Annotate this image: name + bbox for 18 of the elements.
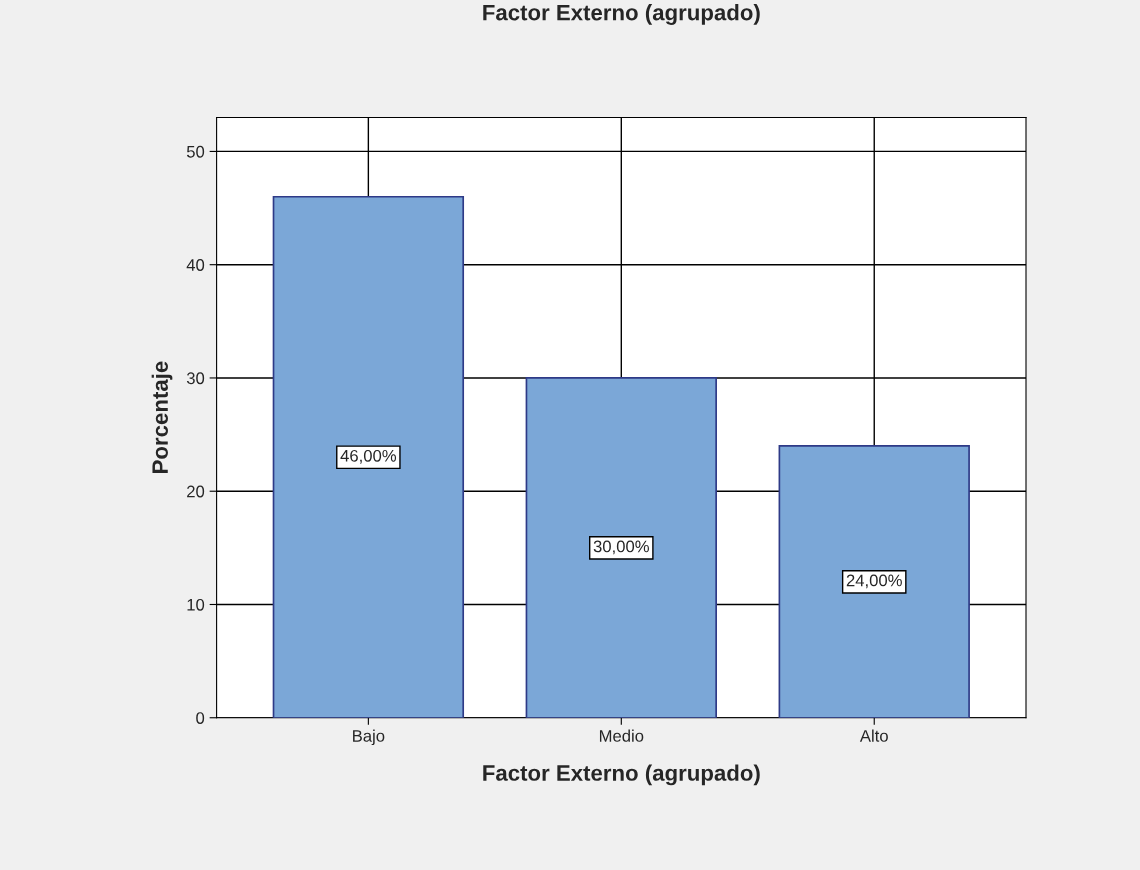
y-tick-label: 50 — [186, 145, 205, 158]
data-label: 24,00% — [846, 574, 902, 589]
y-tick-label: 0 — [196, 712, 205, 724]
data-label: 30,00% — [593, 540, 649, 555]
x-tick-label: Medio — [599, 729, 644, 742]
data-label: 46,00% — [340, 449, 397, 464]
x-axis-title: Factor Externo (agrupado) — [483, 764, 760, 786]
bar — [525, 377, 717, 718]
chart-title: Factor Externo (agrupado) — [483, 4, 760, 25]
x-tick-label: Bajo — [353, 729, 385, 746]
x-tick-label: Alto — [859, 729, 888, 742]
y-tick-label: 20 — [187, 485, 205, 498]
y-tick-label: 30 — [186, 372, 205, 385]
y-axis-title: Porcentaje — [151, 361, 173, 473]
bar — [272, 195, 465, 718]
bar — [778, 445, 970, 718]
y-tick-label: 10 — [187, 598, 205, 611]
y-tick-label: 40 — [186, 259, 205, 271]
